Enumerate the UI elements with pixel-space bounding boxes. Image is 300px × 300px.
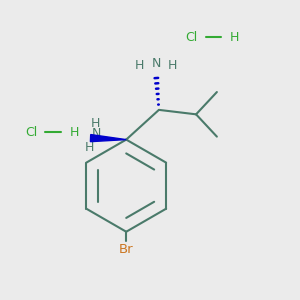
Text: H: H [135, 59, 144, 72]
Text: N: N [151, 57, 160, 70]
Text: Cl: Cl [25, 126, 37, 139]
Polygon shape [90, 134, 126, 142]
Text: H: H [230, 31, 239, 44]
Text: H: H [90, 117, 100, 130]
Text: N: N [92, 127, 101, 140]
Text: Br: Br [119, 243, 134, 256]
Text: H: H [84, 140, 94, 154]
Text: H: H [70, 126, 79, 139]
Text: H: H [168, 59, 177, 72]
Text: Cl: Cl [185, 31, 198, 44]
